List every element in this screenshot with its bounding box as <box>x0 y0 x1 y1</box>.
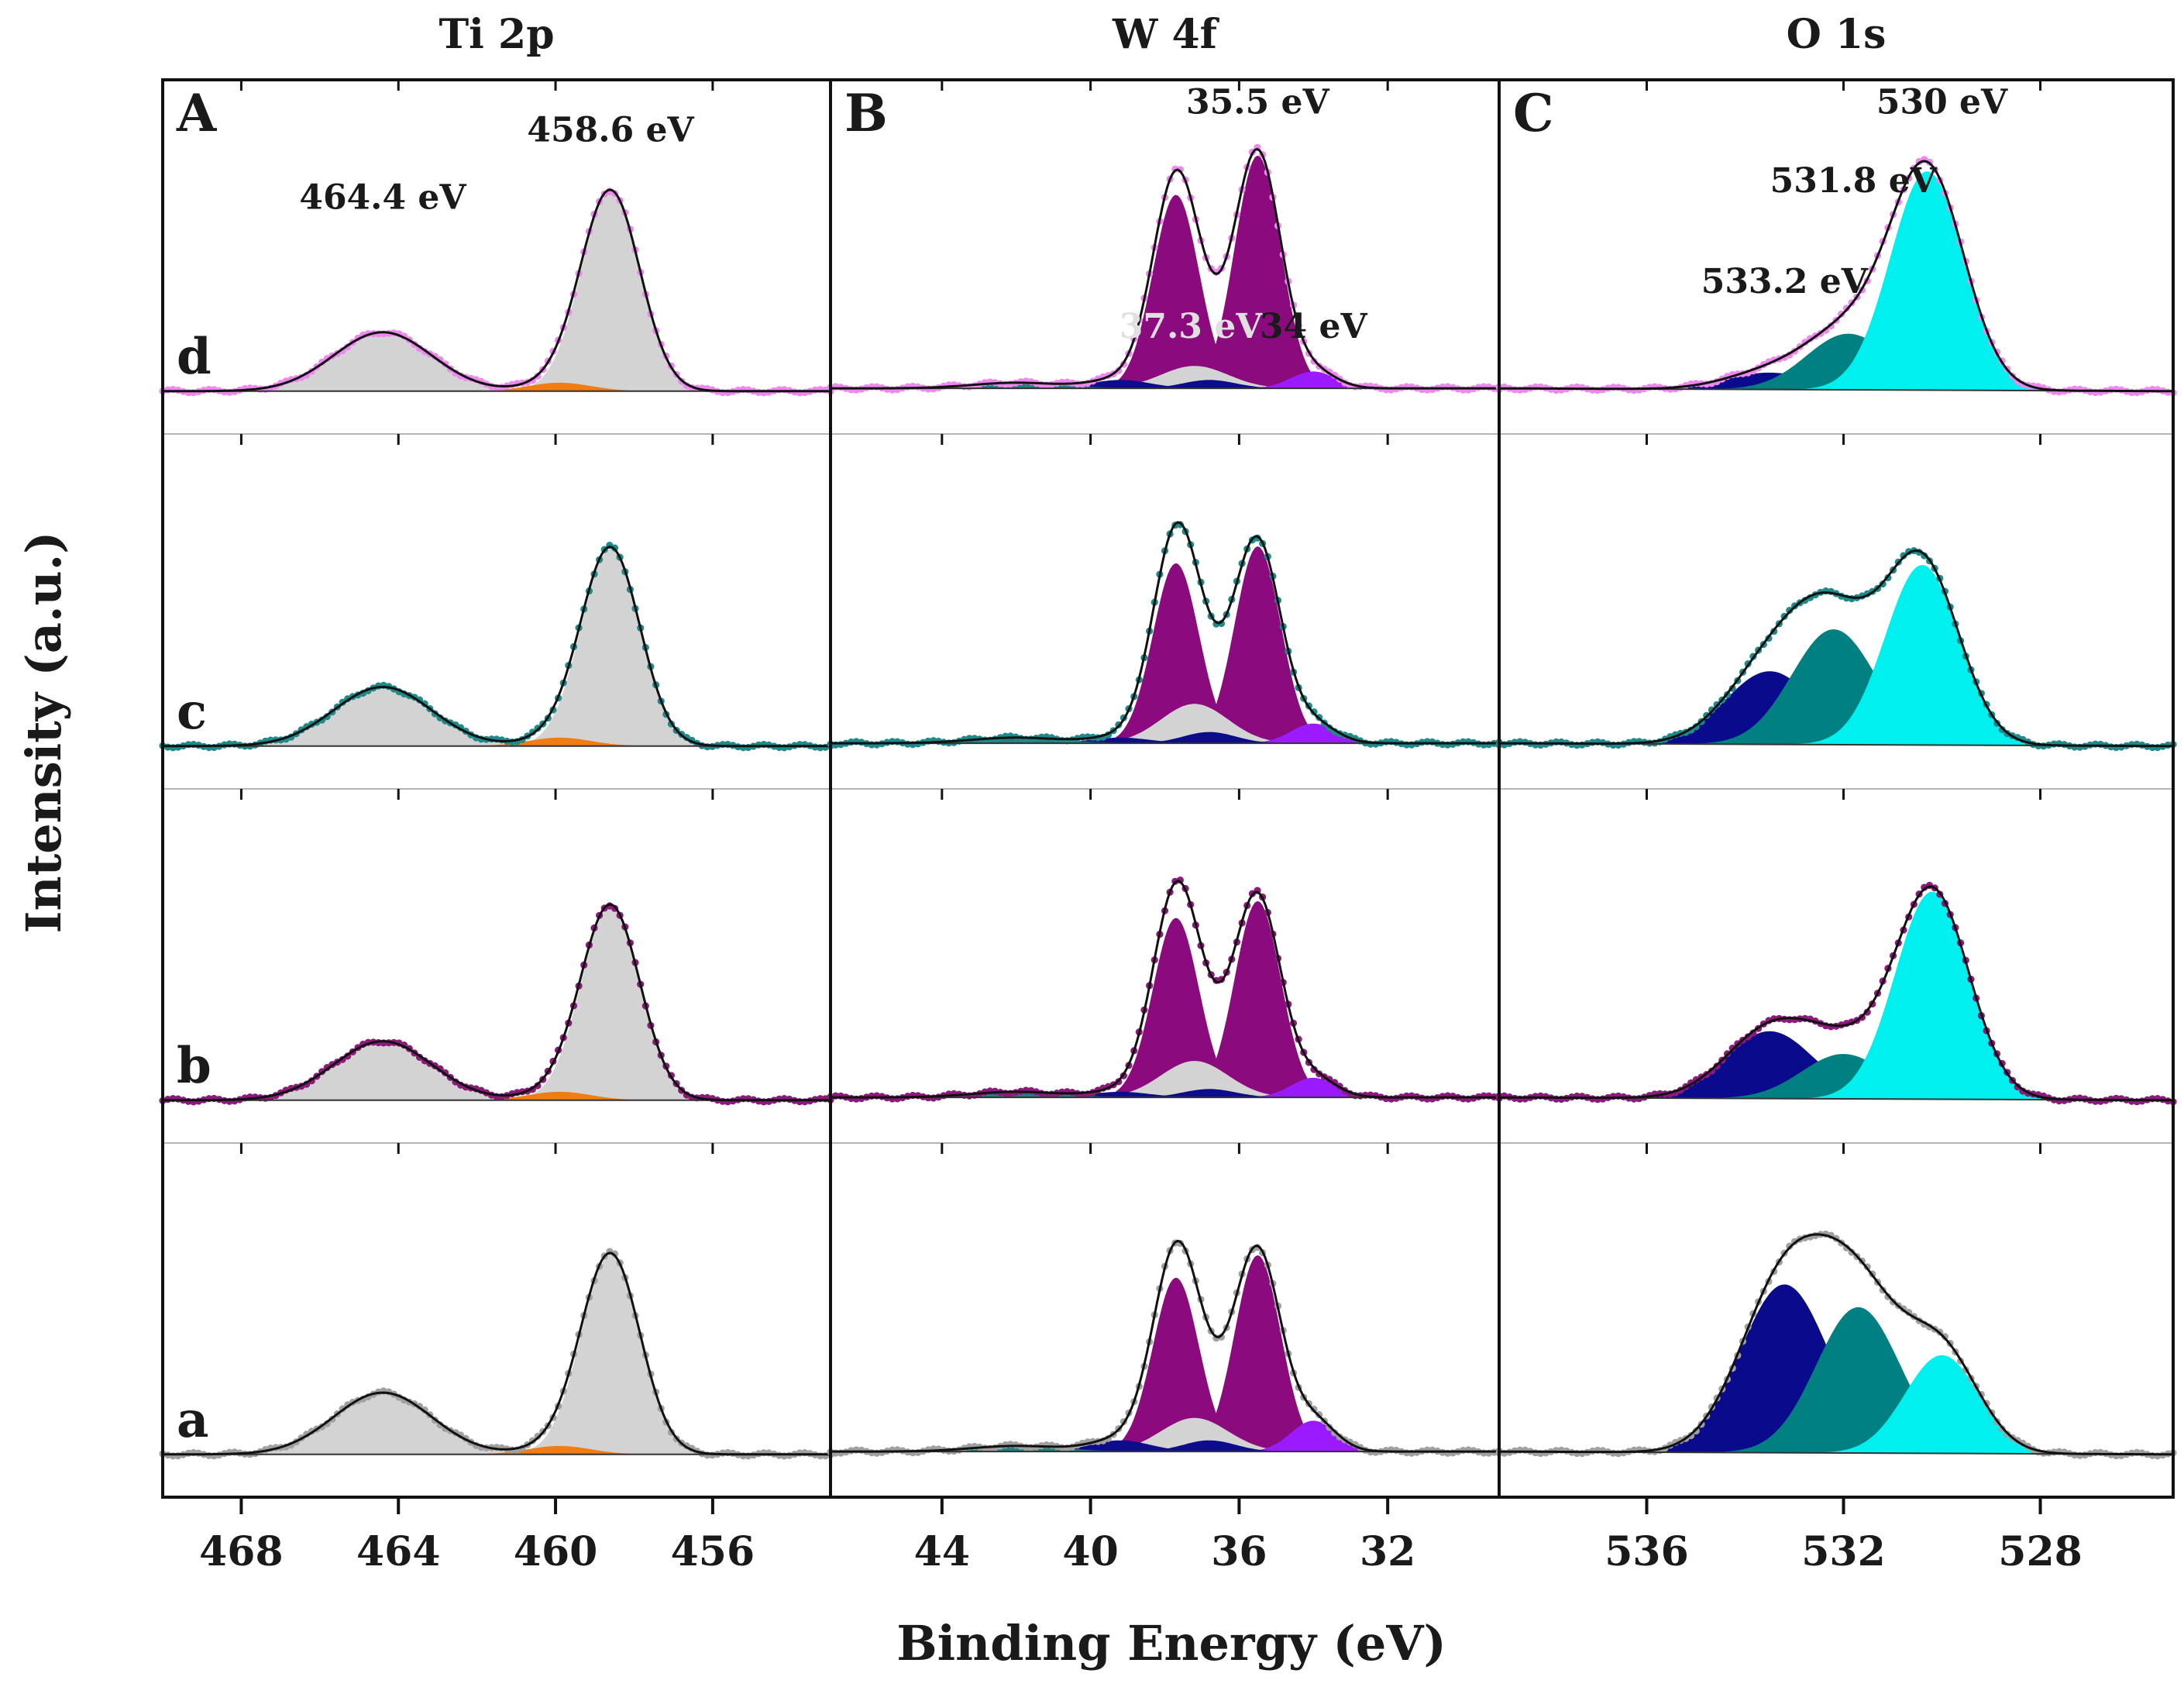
panel-C-row-a <box>1495 1230 2177 1460</box>
panel-B-row-d <box>827 143 1503 394</box>
data-point <box>1998 725 2006 734</box>
x-tick-label: 40 <box>1062 1528 1118 1575</box>
column-title-A: Ti 2p <box>439 11 554 58</box>
x-tick-label: 464 <box>356 1528 441 1575</box>
panel-B-row-a <box>827 1239 1503 1457</box>
fit-envelope <box>831 880 1499 1099</box>
labels-layer: Binding Energy (eV) Intensity (a.u.) Ti … <box>15 11 2083 1672</box>
x-tick-label: 32 <box>1360 1528 1415 1575</box>
peak-label-A: 458.6 eV <box>527 111 694 150</box>
component-B-a-3 <box>831 1420 1499 1452</box>
x-tick-label: 36 <box>1211 1528 1267 1575</box>
component-A-a-1 <box>163 1255 831 1455</box>
x-tick-label: 528 <box>1998 1528 2083 1575</box>
x-tick-label: 536 <box>1604 1528 1689 1575</box>
peak-label-C: 533.2 eV <box>1701 262 1869 301</box>
x-tick-label: 460 <box>514 1528 598 1575</box>
component-B-d-2 <box>831 366 1499 389</box>
component-A-a-0 <box>163 1393 831 1455</box>
fit-envelope <box>1498 885 2174 1102</box>
component-B-c-5 <box>831 732 1499 744</box>
component-B-a-0 <box>831 1277 1499 1452</box>
component-A-d-0 <box>163 332 831 391</box>
component-B-b-2 <box>831 1061 1499 1098</box>
peak-label-A: 464.4 eV <box>299 178 466 218</box>
row-label-d: d <box>177 328 212 386</box>
component-C-a-1 <box>1499 1307 2173 1455</box>
peak-label-C: 530 eV <box>1876 82 2008 122</box>
x-tick-label: 456 <box>671 1528 755 1575</box>
panel-A-row-a <box>159 1248 834 1460</box>
panel-A-row-c <box>159 542 834 752</box>
spectra-layer <box>159 143 2177 1460</box>
peak-label-B: 37.3 eV <box>1120 307 1263 346</box>
row-label-c: c <box>177 683 207 741</box>
component-B-c-3 <box>831 723 1499 744</box>
x-axis-title: Binding Energy (eV) <box>896 1615 1446 1672</box>
fit-envelope <box>831 1239 1499 1453</box>
row-label-a: a <box>177 1391 208 1449</box>
frame-layer <box>161 78 2175 1514</box>
component-B-d-3 <box>831 371 1499 389</box>
column-title-C: O 1s <box>1787 11 1886 58</box>
component-B-c-2 <box>831 704 1499 744</box>
component-A-c-1 <box>163 549 831 746</box>
data-points-A-b <box>159 902 834 1106</box>
component-B-a-5 <box>831 1440 1499 1452</box>
data-point <box>610 1250 619 1258</box>
row-label-b: b <box>177 1037 212 1095</box>
component-B-b-5 <box>831 1089 1499 1098</box>
data-points-A-a <box>159 1248 834 1460</box>
data-points-A-d <box>159 188 834 397</box>
peak-label-B: 34 eV <box>1260 307 1368 346</box>
fit-envelope <box>831 521 1499 745</box>
x-tick-label: 468 <box>199 1528 284 1575</box>
y-axis-title: Intensity (a.u.) <box>15 531 72 933</box>
component-A-b-1 <box>163 907 831 1100</box>
panel-letter-B: B <box>844 83 888 143</box>
panel-letter-C: C <box>1513 83 1554 143</box>
component-A-b-0 <box>163 1041 831 1100</box>
x-tick-label: 532 <box>1801 1528 1886 1575</box>
fit-envelope <box>1498 160 2174 393</box>
component-C-c-1 <box>1499 629 2173 746</box>
fit-envelope <box>1499 549 2173 748</box>
panel-C-row-b <box>1495 881 2177 1106</box>
peak-label-C: 531.8 eV <box>1770 161 1938 201</box>
data-points-A-c <box>159 542 834 752</box>
component-C-b-1 <box>1499 1054 2173 1100</box>
fit-envelope <box>163 188 831 393</box>
column-title-B: W 4f <box>1112 11 1220 58</box>
peak-label-B: 35.5 eV <box>1186 82 1329 122</box>
panel-C-row-c <box>1495 547 2177 752</box>
panel-A-row-d <box>159 188 834 397</box>
panel-A-row-b <box>159 902 834 1106</box>
component-A-c-0 <box>163 687 831 746</box>
component-B-b-3 <box>831 1077 1499 1098</box>
component-B-a-2 <box>831 1417 1499 1452</box>
panel-C-row-d <box>1495 156 2177 397</box>
fit-envelope <box>163 546 831 748</box>
fit-envelope <box>1498 1233 2174 1456</box>
panel-B-row-b <box>827 876 1503 1103</box>
panel-letter-A: A <box>176 83 217 143</box>
fit-envelope <box>831 147 1499 390</box>
plot-frame <box>161 78 2175 1499</box>
fit-envelope <box>163 1252 831 1456</box>
component-B-d-5 <box>831 380 1499 389</box>
component-B-c-0 <box>831 563 1499 744</box>
data-point <box>1900 552 1907 560</box>
component-B-d-0 <box>831 195 1499 389</box>
panel-grid <box>163 433 2173 1144</box>
component-B-b-0 <box>831 918 1499 1098</box>
x-tick-label: 44 <box>914 1528 970 1575</box>
fit-envelope <box>163 903 831 1102</box>
panel-B-row-c <box>827 521 1503 749</box>
component-A-d-1 <box>163 191 831 391</box>
component-C-d-1 <box>1499 333 2173 391</box>
